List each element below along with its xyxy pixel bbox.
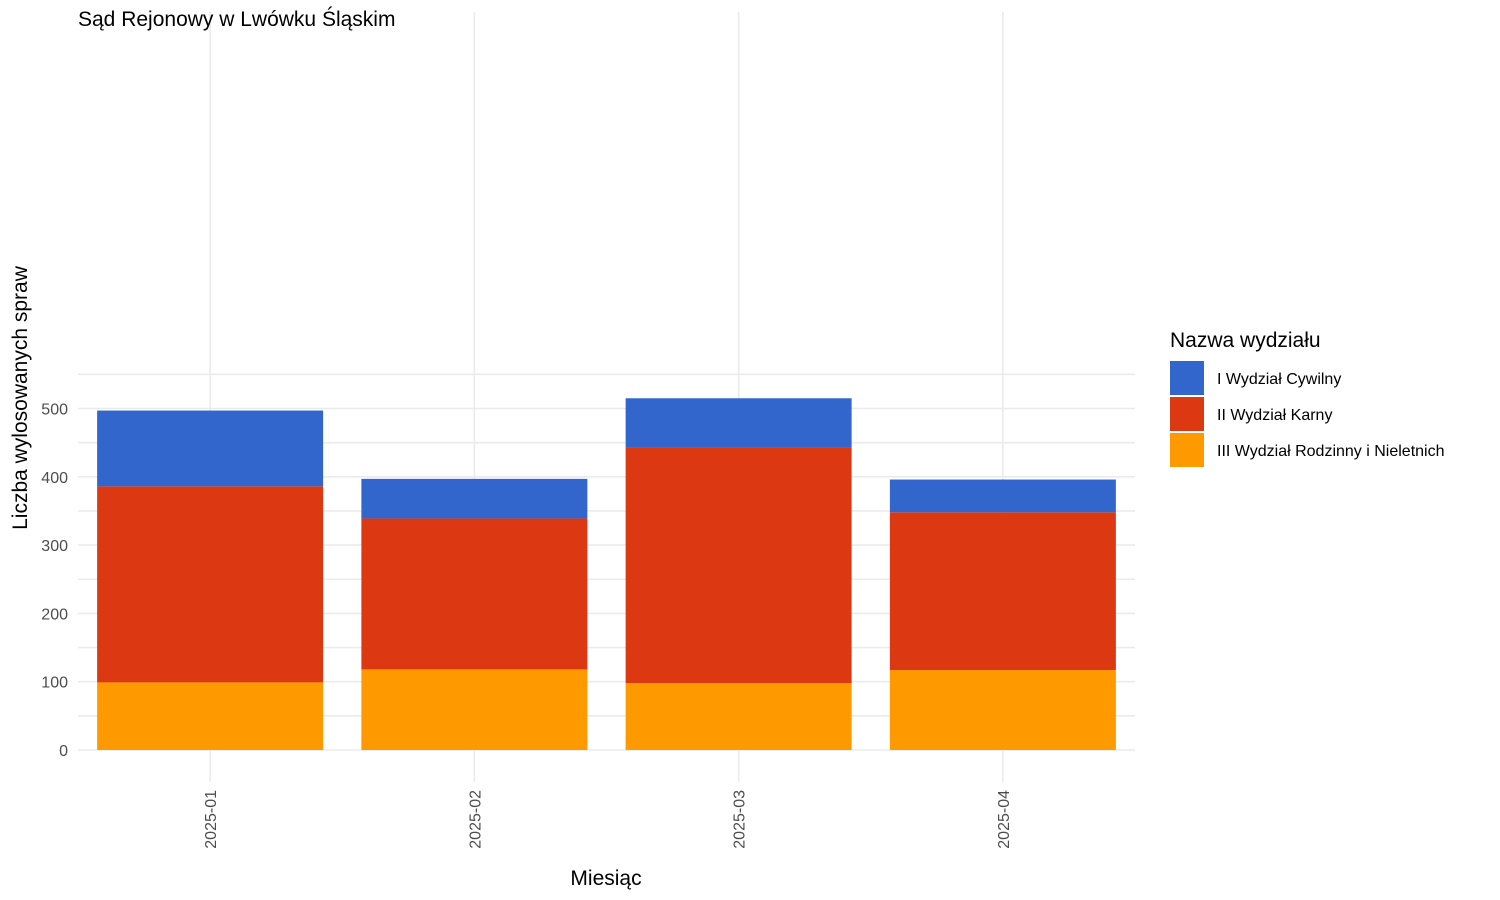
bar-segment bbox=[361, 669, 588, 750]
legend-swatch bbox=[1170, 397, 1204, 431]
legend-swatch bbox=[1170, 433, 1204, 467]
y-tick-label: 200 bbox=[41, 606, 68, 623]
y-tick-label: 500 bbox=[41, 402, 68, 419]
bar-segment bbox=[361, 518, 588, 670]
x-axis-title: Miesiąc bbox=[570, 867, 641, 890]
y-tick-label: 0 bbox=[59, 743, 68, 760]
x-tick-label: 2025-03 bbox=[732, 790, 749, 849]
chart-title: Sąd Rejonowy w Lwówku Śląskim bbox=[78, 7, 395, 31]
x-tick-label: 2025-02 bbox=[467, 790, 484, 849]
bar-segment bbox=[97, 410, 324, 487]
bar-segment bbox=[361, 478, 588, 519]
bar-segment bbox=[625, 447, 852, 684]
x-tick-label: 2025-01 bbox=[203, 790, 220, 849]
legend-items: I Wydział Cywilny II Wydział Karny III Wyd… bbox=[1170, 361, 1445, 467]
y-tick-label: 400 bbox=[41, 470, 68, 487]
bars bbox=[97, 398, 1116, 750]
bar-segment bbox=[889, 479, 1116, 513]
legend-label: III Wydział Rodzinny i Nieletnich bbox=[1217, 443, 1445, 460]
y-tick-labels: 0 100 200 300 400 500 bbox=[41, 402, 68, 761]
y-tick-label: 100 bbox=[41, 675, 68, 692]
bar-segment bbox=[889, 512, 1116, 671]
x-tick-label: 2025-04 bbox=[996, 790, 1013, 849]
y-axis-title: Liczba wylosowanych spraw bbox=[9, 265, 32, 530]
bar-segment bbox=[97, 682, 324, 750]
legend-label: II Wydział Karny bbox=[1217, 407, 1332, 424]
bar-segment bbox=[625, 398, 852, 448]
legend-label: I Wydział Cywilny bbox=[1217, 371, 1341, 388]
legend-title: Nazwa wydziału bbox=[1170, 329, 1321, 352]
bar-segment bbox=[889, 670, 1116, 750]
y-tick-label: 300 bbox=[41, 538, 68, 555]
legend-swatch bbox=[1170, 361, 1204, 395]
bar-segment bbox=[625, 683, 852, 750]
legend: Nazwa wydziału I Wydział Cywilny II Wydzi… bbox=[1170, 329, 1445, 467]
x-tick-labels: 2025-01 2025-02 2025-03 2025-04 bbox=[203, 790, 1013, 849]
bar-segment bbox=[97, 486, 324, 683]
